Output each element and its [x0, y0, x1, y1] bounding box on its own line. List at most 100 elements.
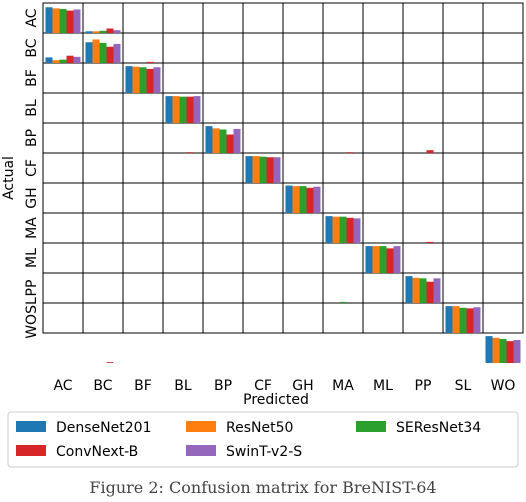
bar-convnext-b	[106, 362, 114, 363]
matrix-cell	[242, 182, 284, 214]
matrix-cell	[242, 122, 284, 154]
matrix-cell	[202, 242, 244, 274]
matrix-cell	[282, 122, 324, 154]
matrix-cell	[202, 302, 244, 334]
matrix-cell	[122, 92, 164, 124]
bar-swint-v2-s	[513, 340, 521, 363]
matrix-cell	[482, 242, 524, 274]
legend-label: SwinT-v2-S	[226, 444, 302, 460]
bar-swint-v2-s	[393, 246, 401, 273]
matrix-cell	[362, 2, 404, 34]
bar-convnext-b	[106, 28, 114, 33]
bar-seresnet34	[139, 67, 147, 93]
matrix-cell	[122, 242, 164, 274]
bar-convnext-b	[186, 152, 194, 153]
matrix-cell	[322, 152, 364, 184]
row-tick-label: WOSL	[24, 297, 40, 339]
matrix-cell	[362, 122, 404, 154]
legend: DenseNet201 ResNet50 SEResNet34 ConvNext-B S…	[7, 411, 519, 468]
bar-convnext-b	[66, 55, 74, 63]
col-tick-label: WO	[491, 378, 516, 394]
matrix-cell	[82, 122, 124, 154]
matrix-cell	[282, 62, 324, 94]
row-tick-label: MA	[24, 217, 40, 239]
matrix-cell	[122, 32, 164, 64]
col-tick-label: MA	[332, 378, 354, 394]
bar-resnet50	[292, 186, 300, 213]
bar-convnext-b	[266, 157, 274, 183]
bar-resnet50	[412, 277, 420, 303]
matrix-cell	[282, 272, 324, 304]
legend-swatch	[186, 421, 216, 432]
matrix-cell	[362, 62, 404, 94]
bar-resnet50	[92, 39, 100, 63]
row-tick-label: PP	[24, 280, 40, 297]
matrix-cell	[122, 212, 164, 244]
row-tick-label: BP	[24, 129, 40, 147]
bar-seresnet34	[59, 59, 67, 63]
matrix-cell	[122, 152, 164, 184]
bar-seresnet34	[99, 30, 107, 33]
bar-resnet50	[372, 246, 380, 273]
col-tick-label: GH	[292, 378, 313, 394]
row-tick-label: BF	[24, 69, 40, 87]
bar-convnext-b	[146, 61, 154, 63]
matrix-cell	[482, 152, 524, 184]
bar-swint-v2-s	[193, 96, 201, 123]
col-tick-label: BL	[174, 378, 192, 394]
row-tick-label: AC	[24, 8, 40, 27]
bar-swint-v2-s	[273, 157, 281, 183]
matrix-cell	[362, 182, 404, 214]
bar-resnet50	[52, 60, 60, 63]
matrix-cell	[82, 242, 124, 274]
legend-swatch	[16, 421, 46, 432]
matrix-cell	[162, 62, 204, 94]
matrix-cell	[82, 212, 124, 244]
bar-convnext-b	[346, 152, 354, 153]
matrix-cell	[42, 62, 84, 94]
bar-convnext-b	[346, 217, 354, 243]
matrix-cell	[482, 302, 524, 334]
matrix-cell	[482, 2, 524, 34]
matrix-cell	[42, 182, 84, 214]
bar-densenet201	[45, 57, 53, 63]
matrix-cell	[162, 182, 204, 214]
bar-resnet50	[132, 66, 140, 93]
matrix-cell	[162, 2, 204, 34]
matrix-cell	[122, 122, 164, 154]
bar-densenet201	[85, 42, 93, 63]
matrix-cell	[122, 272, 164, 304]
matrix-cell	[322, 62, 364, 94]
bar-swint-v2-s	[113, 43, 121, 63]
bar-swint-v2-s	[73, 56, 81, 63]
matrix-cell	[122, 2, 164, 34]
matrix-cell	[122, 302, 164, 334]
matrix-cell	[282, 32, 324, 64]
matrix-cell	[282, 152, 324, 184]
bar-densenet201	[245, 156, 253, 183]
bar-seresnet34	[339, 301, 347, 303]
bar-seresnet34	[339, 216, 347, 243]
bar-densenet201	[325, 216, 333, 243]
matrix-cell	[242, 92, 284, 124]
matrix-cell	[42, 212, 84, 244]
matrix-cell	[242, 272, 284, 304]
bar-convnext-b	[106, 46, 114, 63]
col-tick-label: SL	[455, 378, 472, 394]
row-tick-label: CF	[24, 159, 40, 177]
matrix-cell	[482, 32, 524, 64]
bar-densenet201	[85, 31, 93, 33]
matrix-cell	[162, 32, 204, 64]
matrix-cell	[282, 302, 324, 334]
matrix-cell	[242, 2, 284, 34]
matrix-cell	[242, 302, 284, 334]
bar-seresnet34	[259, 156, 267, 183]
bar-resnet50	[172, 96, 180, 123]
matrix-cell	[242, 62, 284, 94]
legend-label: SEResNet34	[396, 420, 481, 436]
matrix-cell	[442, 242, 484, 274]
bar-swint-v2-s	[313, 186, 321, 213]
matrix-cell	[402, 152, 444, 184]
bar-convnext-b	[386, 248, 394, 273]
